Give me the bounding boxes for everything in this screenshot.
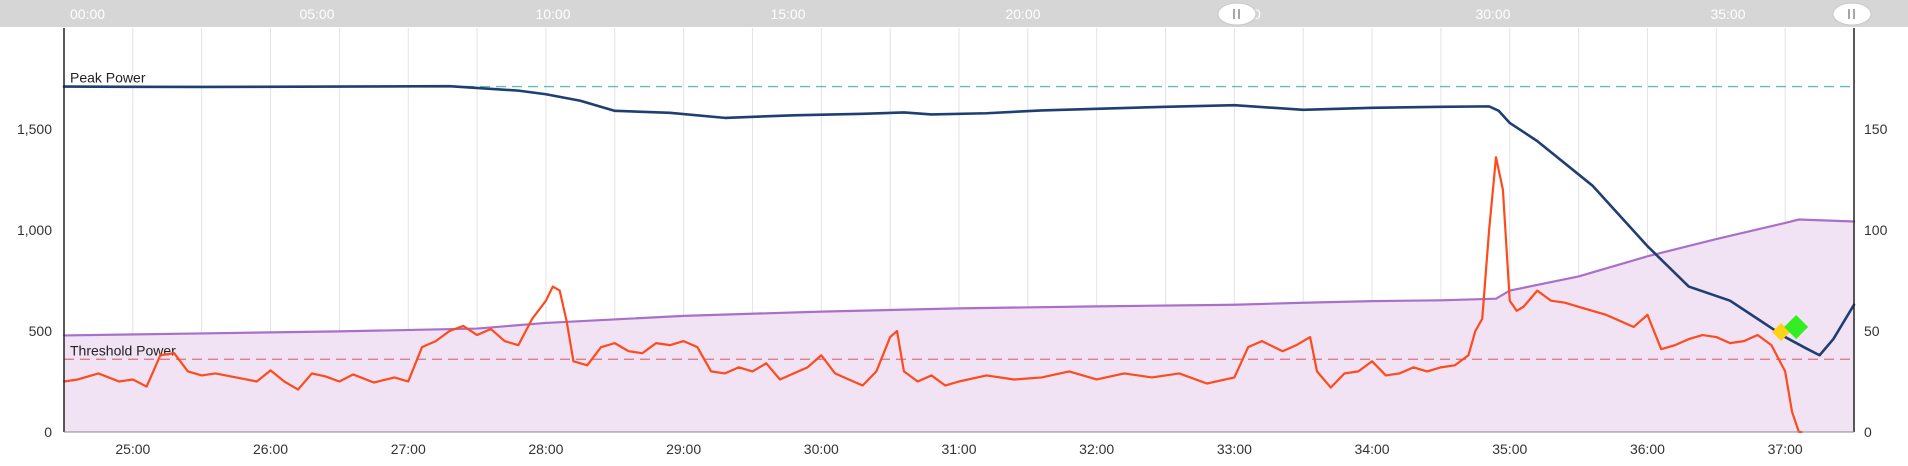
tick-labels: 0 500 1,000 1,500 0 50 100 150 25:00 26:00 27:00 28… xyxy=(17,121,1888,457)
x-tick-label: 30:00 xyxy=(804,441,839,457)
timeline-label: 30:00 xyxy=(1475,6,1510,22)
x-tick-label: 26:00 xyxy=(253,441,288,457)
reference-lines: Peak Power Threshold Power xyxy=(64,70,1854,360)
left-y-tick-label: 500 xyxy=(29,323,53,339)
timeline-handle-right[interactable] xyxy=(1832,2,1872,26)
markers[interactable] xyxy=(1772,314,1809,342)
threshold-power-line xyxy=(62,218,1856,337)
right-y-tick-label: 50 xyxy=(1864,323,1880,339)
x-tick-label: 32:00 xyxy=(1079,441,1114,457)
x-tick-label: 31:00 xyxy=(941,441,976,457)
right-y-tick-label: 150 xyxy=(1864,121,1888,137)
x-tick-label: 37:00 xyxy=(1768,441,1803,457)
pause-handle-icon xyxy=(1233,9,1240,19)
x-tick-label: 25:00 xyxy=(115,441,150,457)
x-tick-label: 36:00 xyxy=(1630,441,1665,457)
right-y-tick-label: 100 xyxy=(1864,222,1888,238)
threshold-area xyxy=(64,219,1854,432)
pause-handle-icon xyxy=(1848,9,1855,19)
peak-power-label: Peak Power xyxy=(70,70,146,86)
timeline-label: 20:00 xyxy=(1005,6,1040,22)
x-tick-label: 27:00 xyxy=(391,441,426,457)
x-tick-label: 28:00 xyxy=(528,441,563,457)
threshold-area-fill xyxy=(64,219,1854,432)
peak-power-line xyxy=(62,84,1856,357)
x-tick-label: 34:00 xyxy=(1355,441,1390,457)
green-diamond-marker[interactable] xyxy=(1784,314,1809,339)
right-y-tick-label: 0 xyxy=(1864,424,1872,440)
threshold-power-label: Threshold Power xyxy=(70,342,176,358)
timeline-label: 05:00 xyxy=(299,6,334,22)
left-y-tick-label: 1,000 xyxy=(17,222,52,238)
timeline-label: 15:00 xyxy=(770,6,805,22)
timeline-label: 10:00 xyxy=(535,6,570,22)
left-y-tick-label: 1,500 xyxy=(17,121,52,137)
x-tick-label: 35:00 xyxy=(1492,441,1527,457)
x-tick-label: 33:00 xyxy=(1217,441,1252,457)
power-line xyxy=(62,156,1803,434)
timeline-handle-left[interactable] xyxy=(1217,2,1257,26)
x-tick-label: 29:00 xyxy=(666,441,701,457)
series-lines xyxy=(62,84,1856,434)
left-y-tick-label: 0 xyxy=(44,424,52,440)
timeline-label: 35:00 xyxy=(1710,6,1745,22)
timeline-label: 00:00 xyxy=(70,6,105,22)
axes xyxy=(63,28,1855,433)
timeline-track[interactable] xyxy=(0,0,1908,27)
